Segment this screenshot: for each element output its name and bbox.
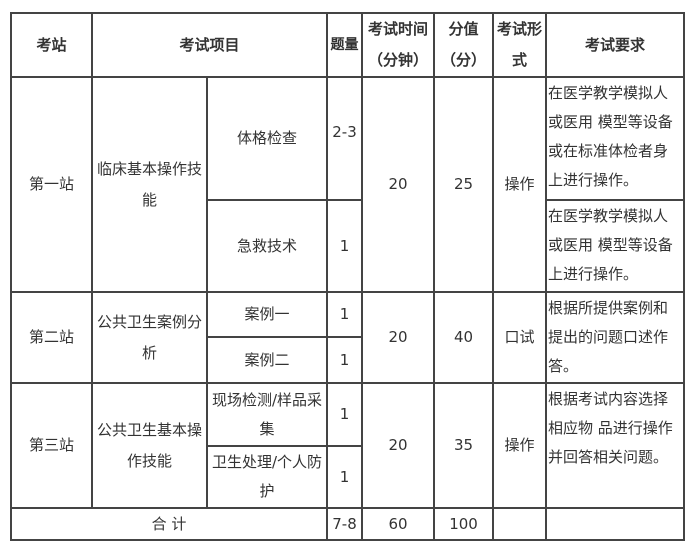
table-row: 第二站 公共卫生案例分析 案例一 1 20 40 口试 根据所提供案例和提出的问… — [10, 291, 685, 384]
header-row: 考站 考试项目 题量 考试时间（分钟） 分值（分） 考试形式 考试要求 — [10, 12, 685, 78]
total-form — [492, 507, 548, 541]
header-station: 考站 — [10, 12, 93, 78]
station-form: 操作 — [492, 76, 548, 293]
table-row: 急救技术 1 在医学教学模拟人或医用 模型等设备上进行操作。 — [11, 199, 685, 293]
station-time: 20 — [361, 382, 436, 509]
total-time: 60 — [361, 507, 436, 541]
requirement: 根据考试内容选择相应物 品进行操作并回答相关问题。 — [545, 382, 685, 509]
subitem: 案例二 — [205, 336, 329, 384]
header-time: 考试时间（分钟） — [361, 12, 436, 78]
station-item: 临床基本操作技能 — [91, 76, 208, 293]
header-form: 考试形式 — [492, 12, 548, 78]
subitem-count: 2-3 — [326, 76, 364, 201]
total-label: 合 计 — [9, 507, 329, 541]
subitem-count: 1 — [326, 199, 364, 293]
table-row: 卫生处理/个人防护 1 — [11, 445, 684, 509]
header-item: 考试项目 — [90, 12, 329, 78]
subitem: 现场检测/样品采集 — [205, 382, 329, 447]
station-form: 操作 — [492, 382, 548, 509]
station-item: 公共卫生基本操作技能 — [91, 382, 208, 509]
total-requirement — [545, 507, 685, 541]
header-count: 题量 — [326, 12, 364, 78]
header-score: 分值（分） — [433, 12, 495, 78]
station-time: 20 — [361, 76, 436, 293]
subitem-count: 1 — [326, 291, 364, 338]
requirement: 根据所提供案例和提出的问题口述作答。 — [545, 291, 685, 384]
table-row: 第一站 临床基本操作技能 体格检查 2-3 20 25 操作 在医学教学模拟人或… — [10, 76, 685, 293]
table-row: 第三站 公共卫生基本操作技能 现场检测/样品采集 1 20 35 操作 根据考试… — [10, 382, 685, 509]
subitem: 案例一 — [205, 291, 329, 338]
station-form: 口试 — [492, 291, 548, 384]
station-score: 40 — [433, 291, 495, 384]
subitem: 体格检查 — [205, 76, 329, 201]
subitem: 卫生处理/个人防护 — [205, 445, 329, 509]
total-row: 合 计 7-8 60 100 — [9, 507, 685, 541]
station-name: 第一站 — [10, 76, 93, 293]
subitem: 急救技术 — [205, 199, 329, 293]
subitem-count: 1 — [326, 336, 364, 384]
requirement: 在医学教学模拟人或医用 模型等设备或在标准体检者身上进行操作。 — [545, 76, 685, 201]
subitem-count: 1 — [326, 382, 364, 447]
station-score: 25 — [433, 76, 495, 293]
header-requirement: 考试要求 — [545, 12, 685, 78]
station-item: 公共卫生案例分析 — [91, 291, 208, 384]
station-time: 20 — [361, 291, 436, 384]
station-name: 第三站 — [10, 382, 93, 509]
station-score: 35 — [433, 382, 495, 509]
total-score: 100 — [433, 507, 495, 541]
requirement: 在医学教学模拟人或医用 模型等设备上进行操作。 — [545, 199, 685, 293]
exam-table: 考站 考试项目 题量 考试时间（分钟） 分值（分） 考试形式 考试要求 第一站 … — [9, 12, 685, 541]
total-count: 7-8 — [326, 507, 364, 541]
subitem-count: 1 — [326, 445, 364, 509]
table-row: 案例二 1 — [11, 336, 684, 384]
station-name: 第二站 — [10, 291, 93, 384]
